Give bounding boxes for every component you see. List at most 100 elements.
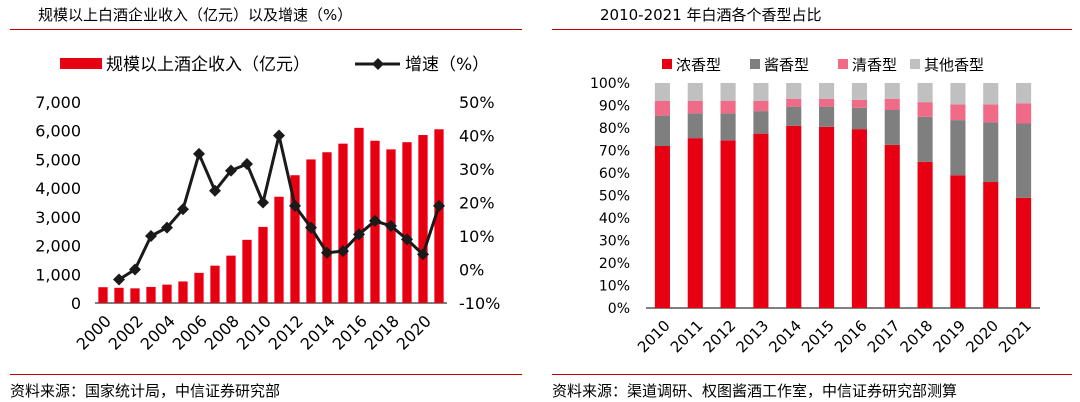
growth-point [161, 221, 173, 234]
revenue-bar [354, 127, 364, 303]
stack-segment [983, 83, 999, 105]
growth-point [289, 199, 301, 212]
revenue-bar [322, 152, 332, 303]
stack-segment [851, 99, 867, 108]
growth-point [353, 228, 365, 241]
y-left-tick-label: 6,000 [35, 122, 81, 141]
y-left-tick-label: 2,000 [35, 237, 81, 256]
y-right-tick-label: 40% [459, 127, 495, 146]
y-right-tick-label: 10% [459, 227, 495, 246]
stack-segment [884, 110, 900, 145]
stack-segment [720, 113, 736, 141]
right-panel: 2010-2021 年白酒各个香型占比 浓香型 酱香型 清香型 其他香型 0% 10% 20… [548, 0, 1080, 402]
stack-segment [753, 101, 769, 112]
right-source-rule [552, 374, 1072, 375]
y-right-tick-label: 20% [459, 194, 495, 213]
x-tick-label: 2010 [634, 317, 674, 357]
y-right-tick-label: 50% [459, 93, 495, 112]
x-tick-label: 2018 [361, 311, 403, 353]
stack-segment [884, 144, 900, 308]
y-left-tick-label: 7,000 [35, 93, 81, 112]
stack-segment [983, 122, 999, 182]
revenue-bar [226, 255, 236, 303]
revenue-bar [418, 135, 428, 303]
y-right-tick-label: 0% [459, 261, 484, 280]
legend-swatch [750, 59, 760, 69]
stack-segment [819, 126, 835, 308]
revenue-bar [274, 196, 284, 303]
revenue-bar [162, 284, 172, 303]
x-tick-label: 2008 [201, 311, 243, 353]
y-left-tick-label: 3,000 [35, 208, 81, 227]
y-tick-label: 60% [599, 166, 630, 182]
y-left-tick-label: 4,000 [35, 179, 81, 198]
stack-segment [819, 83, 835, 99]
growth-point [113, 273, 125, 286]
stack-segment [851, 83, 867, 100]
y-tick-label: 30% [599, 234, 630, 250]
revenue-bar [338, 143, 348, 303]
growth-point [209, 184, 221, 197]
stack-segment [1016, 103, 1032, 124]
growth-point [257, 196, 269, 209]
growth-point [337, 245, 349, 258]
stack-segment [786, 106, 802, 126]
stack-segment [983, 182, 999, 308]
x-tick-label: 2010 [233, 311, 275, 353]
y-left-tick-label: 1,000 [35, 265, 81, 284]
y-tick-label: 70% [599, 144, 630, 160]
x-tick-label: 2016 [831, 317, 871, 357]
stack-segment [851, 107, 867, 130]
left-chart-title: 规模以上白酒企业收入（亿元）以及增速（%） [38, 6, 353, 24]
growth-point [321, 246, 333, 259]
y-tick-label: 100% [590, 76, 630, 92]
growth-point [129, 263, 141, 276]
legend-swatch [662, 59, 672, 69]
left-panel: 规模以上白酒企业收入（亿元）以及增速（%） 规模以上酒企收入（亿元） 增速（%） 0… [10, 6, 522, 400]
y-right-tick-label: 30% [459, 160, 495, 179]
x-tick-label: 2019 [929, 317, 969, 357]
stack-segment [654, 101, 670, 116]
x-tick-label: 2000 [73, 311, 115, 353]
y-right-tick-label: -10% [459, 294, 500, 313]
x-tick-label: 2011 [667, 317, 707, 357]
revenue-bar [402, 142, 412, 303]
x-tick-label: 2015 [798, 317, 838, 357]
right-source-note: 资料来源：渠道调研、权图酱酒工作室，中信证券研究部测算 [552, 382, 958, 400]
stack-segment [687, 113, 703, 139]
left-source-note: 资料来源：国家统计局，中信证券研究部 [10, 382, 281, 400]
stack-segment [654, 115, 670, 146]
stack-segment [1016, 197, 1032, 308]
stack-segment [819, 106, 835, 127]
left-title-rule [10, 29, 522, 30]
stack-segment [687, 138, 703, 308]
y-tick-label: 80% [599, 121, 630, 137]
y-tick-label: 20% [599, 256, 630, 272]
stack-segment [753, 133, 769, 308]
stack-segment [786, 83, 802, 99]
growth-point [385, 219, 397, 232]
stack-segment [819, 98, 835, 107]
growth-point [225, 164, 237, 177]
legend-label-revenue: 规模以上酒企收入（亿元） [106, 55, 310, 75]
revenue-bar [194, 272, 204, 303]
y-left-tick-label: 5,000 [35, 150, 81, 169]
x-tick-label: 2016 [329, 311, 371, 353]
growth-point [401, 233, 413, 246]
revenue-bar [98, 287, 108, 303]
growth-point [193, 147, 205, 160]
growth-point [273, 129, 285, 142]
stack-segment [687, 83, 703, 101]
growth-point [305, 221, 317, 234]
legend-label: 酱香型 [764, 56, 809, 74]
revenue-bar [290, 175, 300, 303]
growth-point [145, 230, 157, 242]
stack-segment [654, 146, 670, 308]
x-tick-label: 2012 [700, 317, 740, 357]
x-tick-label: 2020 [962, 317, 1002, 357]
stack-segment [1016, 123, 1032, 198]
y-left-tick-label: 0 [71, 294, 81, 313]
stack-segment [720, 101, 736, 114]
stack-segment [720, 140, 736, 308]
right-chart: 浓香型 酱香型 清香型 其他香型 0% 10% 20% 30% 40% 50% 60% 70% 80% 9… [590, 56, 1040, 357]
